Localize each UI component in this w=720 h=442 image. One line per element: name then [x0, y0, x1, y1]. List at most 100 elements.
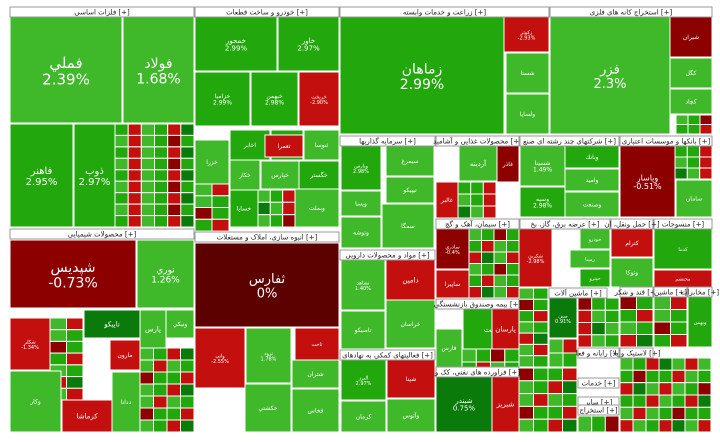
- filler-tile-129[interactable]: [468, 228, 482, 241]
- filler-tile-247[interactable]: [645, 382, 660, 396]
- filler-tile-51[interactable]: [140, 215, 156, 228]
- filler-tile-29[interactable]: [167, 169, 182, 182]
- sector-header-bg[interactable]: [577, 347, 620, 359]
- filler-tile-242[interactable]: [671, 369, 686, 384]
- sector-header-21[interactable]: فراورده های نفتی، کک و [+]: [434, 366, 520, 378]
- filler-tile-206[interactable]: [577, 309, 593, 324]
- filler-tile-108[interactable]: [211, 207, 230, 220]
- stock-tile-42[interactable]: آردينه: [458, 145, 498, 182]
- filler-tile-85[interactable]: [166, 371, 181, 385]
- stock-tile-83[interactable]: وبملت: [294, 188, 340, 228]
- stock-tile-52[interactable]: كدما: [653, 228, 713, 270]
- filler-tile-227[interactable]: [653, 321, 671, 335]
- stock-tile-69[interactable]: ويسا: [340, 190, 382, 217]
- stock-tile-bg[interactable]: [675, 179, 713, 218]
- filler-tile-217[interactable]: [619, 309, 637, 323]
- stock-tile-bg[interactable]: [505, 52, 550, 94]
- filler-tile-258[interactable]: [697, 394, 712, 408]
- filler-tile-249[interactable]: [671, 382, 686, 396]
- stock-tile-bg[interactable]: [9, 370, 62, 433]
- filler-tile-253[interactable]: [632, 394, 647, 408]
- filler-tile-95[interactable]: [139, 407, 154, 421]
- stock-tile-82[interactable]: ولساپا: [505, 93, 550, 135]
- stock-tile-74[interactable]: فارس: [435, 328, 463, 368]
- filler-tile-113[interactable]: [282, 189, 296, 203]
- stock-tile-bg[interactable]: [194, 71, 251, 127]
- stock-tile-bg[interactable]: [109, 339, 141, 371]
- filler-tile-213[interactable]: [591, 334, 606, 348]
- sector-header-2[interactable]: زراعت و خدمات وابسته [+]: [339, 6, 550, 18]
- stock-tile-43[interactable]: وبانك: [564, 145, 620, 169]
- filler-tile-185[interactable]: [547, 380, 563, 395]
- filler-tile-212[interactable]: [577, 334, 593, 348]
- stock-tile-47[interactable]: ونيكي: [165, 309, 195, 339]
- filler-tile-137[interactable]: [468, 251, 482, 264]
- stock-tile-bg[interactable]: [435, 269, 470, 299]
- stock-tile-bg[interactable]: [340, 216, 382, 249]
- sector-header-1[interactable]: خودرو و ساخت قطعات [+]: [194, 6, 340, 18]
- sector-header-bg[interactable]: [577, 404, 620, 416]
- filler-tile-118[interactable]: [269, 214, 284, 228]
- filler-tile-114[interactable]: [257, 201, 271, 216]
- filler-tile-196[interactable]: [533, 418, 549, 433]
- filler-tile-135[interactable]: [493, 240, 507, 253]
- stock-tile-bg[interactable]: [298, 160, 340, 190]
- filler-tile-45[interactable]: [140, 203, 156, 217]
- filler-tile-187[interactable]: [518, 393, 534, 407]
- filler-tile-124[interactable]: [470, 193, 484, 207]
- filler-tile-168[interactable]: [533, 298, 549, 312]
- filler-tile-270[interactable]: [671, 419, 686, 433]
- filler-tile-46[interactable]: [154, 203, 169, 217]
- filler-tile-224[interactable]: [670, 296, 688, 310]
- sector-header-bg[interactable]: [548, 287, 608, 299]
- sector-header-17[interactable]: قند و شکر [+]: [613, 286, 659, 298]
- filler-tile-256[interactable]: [671, 394, 686, 408]
- filler-tile-268[interactable]: [645, 419, 660, 433]
- filler-tile-39[interactable]: [140, 192, 156, 205]
- filler-tile-198[interactable]: [562, 418, 578, 433]
- filler-tile-286[interactable]: [687, 114, 701, 125]
- filler-tile-38[interactable]: [127, 192, 142, 205]
- filler-tile-230[interactable]: [670, 334, 688, 348]
- filler-tile-140[interactable]: [506, 251, 520, 264]
- stock-tile-41[interactable]: غالبر: [435, 181, 459, 219]
- filler-tile-13[interactable]: [114, 146, 129, 159]
- stock-tile-bg[interactable]: [385, 176, 435, 204]
- filler-tile-18[interactable]: [180, 146, 195, 159]
- sector-header-bg[interactable]: [619, 347, 654, 359]
- filler-tile-259[interactable]: [619, 406, 634, 421]
- filler-tile-175[interactable]: [518, 343, 534, 357]
- filler-tile-62[interactable]: [66, 352, 84, 366]
- filler-tile-220[interactable]: [636, 321, 654, 335]
- filler-tile-34[interactable]: [154, 180, 169, 194]
- stock-tile-78[interactable]: فخاس: [291, 388, 340, 433]
- filler-tile-269[interactable]: [658, 419, 673, 433]
- filler-tile-275[interactable]: [604, 415, 620, 433]
- sector-header-26[interactable]: استخراج [+]: [577, 404, 620, 416]
- sector-header-bg[interactable]: [687, 286, 713, 298]
- sector-header-bg[interactable]: [435, 366, 520, 378]
- stock-tile-6[interactable]: شپديس-0.73%: [9, 239, 137, 309]
- stock-tile-72[interactable]: خراسان: [385, 299, 436, 349]
- stock-tile-46[interactable]: سامان: [675, 179, 713, 218]
- filler-tile-52[interactable]: [154, 215, 169, 228]
- filler-tile-155[interactable]: [490, 348, 506, 363]
- filler-tile-116[interactable]: [282, 201, 296, 216]
- filler-tile-4[interactable]: [154, 123, 169, 136]
- filler-tile-222[interactable]: [636, 334, 654, 348]
- filler-tile-173[interactable]: [518, 332, 534, 345]
- filler-tile-17[interactable]: [167, 146, 182, 159]
- filler-tile-24[interactable]: [180, 157, 195, 171]
- filler-tile-49[interactable]: [114, 215, 129, 228]
- stock-tile-66[interactable]: خزرا: [194, 139, 230, 185]
- stock-tile-bg[interactable]: [687, 296, 713, 348]
- filler-tile-26[interactable]: [127, 169, 142, 182]
- filler-tile-111[interactable]: [257, 189, 271, 203]
- sector-header-14[interactable]: شرکتهای چند رشته ای صنع [+]: [519, 135, 620, 147]
- filler-tile-238[interactable]: [619, 369, 634, 384]
- filler-tile-193[interactable]: [547, 405, 563, 420]
